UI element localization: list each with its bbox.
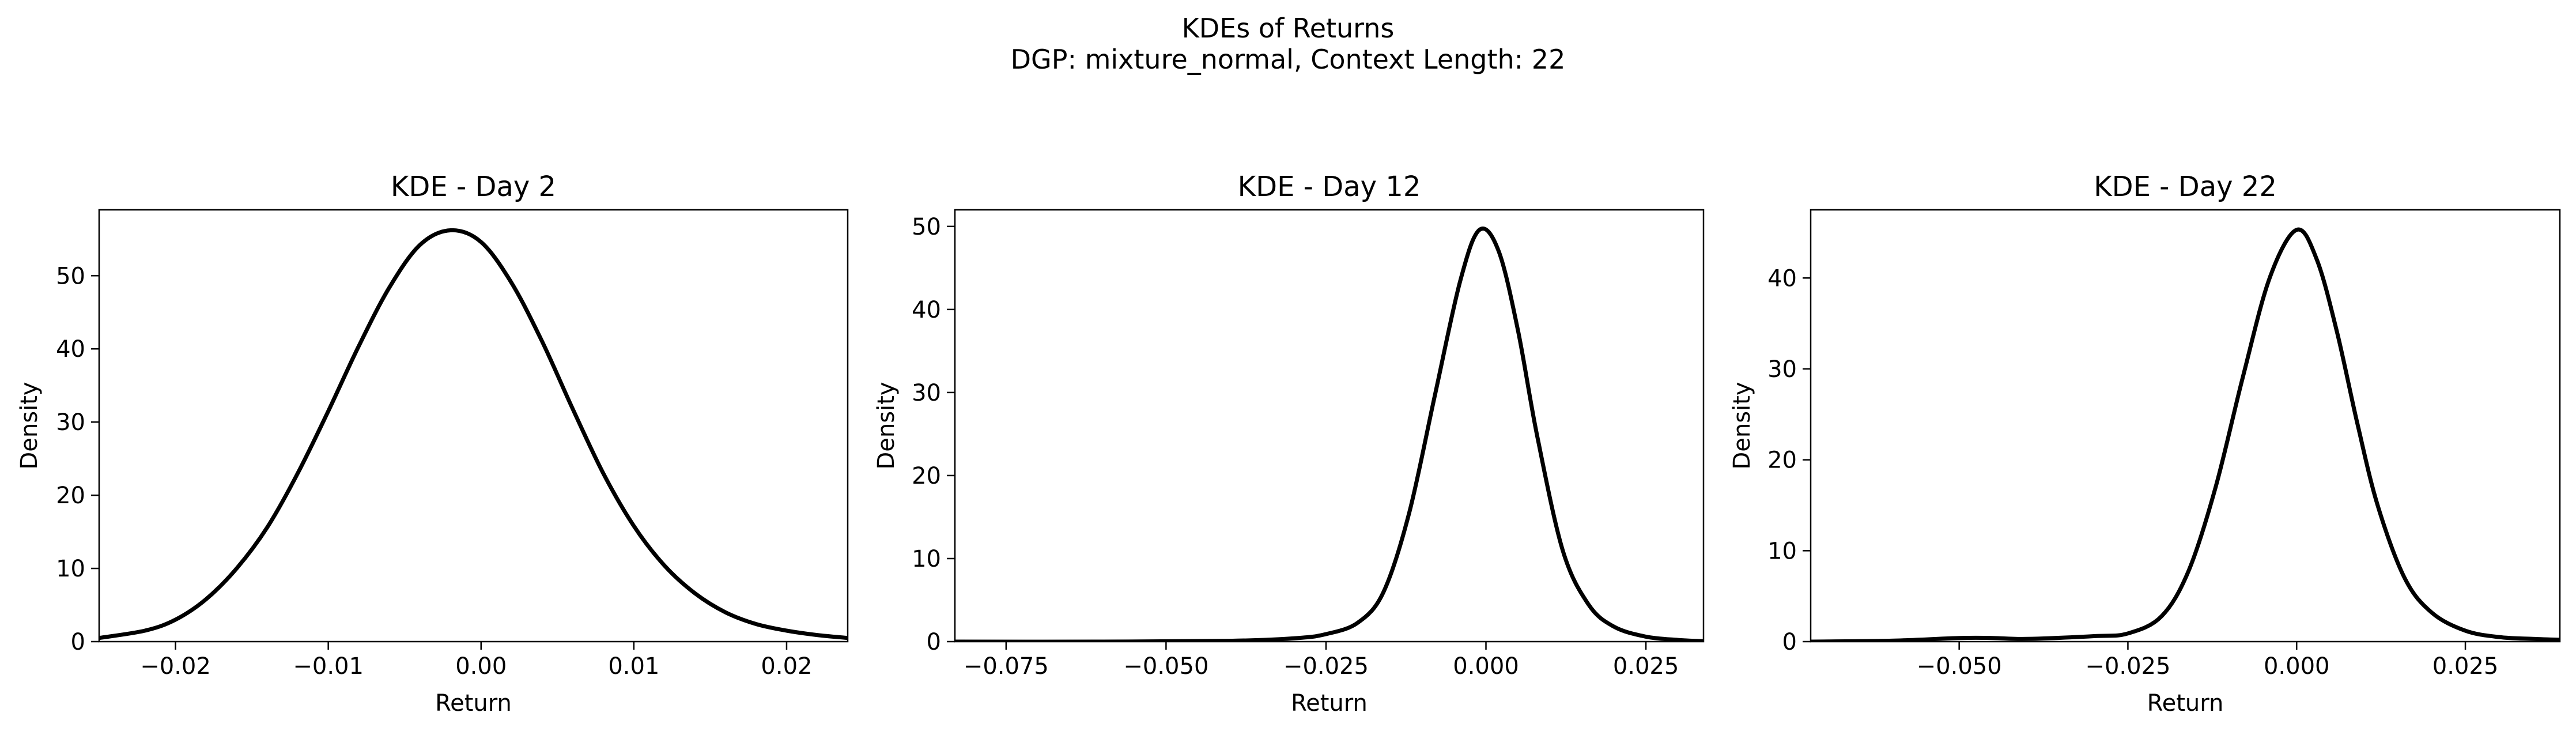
y-tick-label: 10: [56, 556, 85, 582]
x-tick-label: 0.000: [1453, 653, 1519, 680]
y-tick-label: 30: [912, 380, 941, 406]
y-tick-label: 0: [1782, 629, 1797, 655]
axes-frame-1: [98, 209, 849, 643]
x-tick-label: 0.00: [455, 653, 507, 680]
x-tick-label: 0.025: [1613, 653, 1679, 680]
x-axis-label: Return: [2147, 690, 2224, 717]
x-tick-label: −0.025: [2085, 653, 2170, 680]
x-tick-label: −0.01: [293, 653, 364, 680]
x-tick-label: 0.000: [2264, 653, 2330, 680]
kde-curve-2-0: [955, 227, 1704, 642]
figure-title: KDEs of Returns: [1181, 13, 1395, 44]
x-tick-label: 0.02: [761, 653, 812, 680]
x-axis-label: Return: [435, 690, 512, 717]
figure-subtitle: DGP: mixture_normal, Context Length: 22: [1010, 44, 1566, 75]
panel-title-2: KDE - Day 12: [1238, 171, 1421, 203]
x-tick-label: −0.050: [1123, 653, 1208, 680]
axes-frame-3: [1810, 209, 2561, 643]
panel-title-1: KDE - Day 2: [391, 171, 556, 203]
y-tick-label: 0: [71, 629, 85, 655]
x-tick-label: −0.02: [140, 653, 211, 680]
y-tick-label: 20: [1767, 447, 1797, 474]
x-tick-label: −0.050: [1917, 653, 2002, 680]
x-tick-label: −0.075: [964, 653, 1049, 680]
x-axis-label: Return: [1291, 690, 1368, 717]
y-axis-label: Density: [873, 382, 900, 469]
y-tick-label: 40: [1767, 265, 1797, 292]
y-tick-label: 40: [56, 336, 85, 363]
y-tick-label: 20: [56, 483, 85, 509]
x-tick-label: 0.025: [2433, 653, 2499, 680]
y-tick-label: 0: [927, 629, 941, 655]
kde-curve-1-0: [99, 228, 848, 640]
y-tick-label: 40: [912, 297, 941, 323]
y-tick-label: 30: [56, 409, 85, 436]
y-tick-label: 50: [56, 263, 85, 289]
x-tick-label: −0.025: [1283, 653, 1369, 680]
y-tick-label: 30: [1767, 356, 1797, 383]
y-axis-label: Density: [16, 382, 43, 469]
axes-frame-2: [954, 209, 1705, 643]
y-tick-label: 10: [1767, 538, 1797, 564]
y-tick-label: 10: [912, 546, 941, 572]
kde-curve-3-0: [1811, 227, 2560, 642]
x-tick-label: 0.01: [608, 653, 659, 680]
y-tick-label: 20: [912, 463, 941, 489]
y-axis-label: Density: [1729, 382, 1755, 469]
panel-title-3: KDE - Day 22: [2094, 171, 2277, 203]
y-tick-label: 50: [912, 214, 941, 240]
